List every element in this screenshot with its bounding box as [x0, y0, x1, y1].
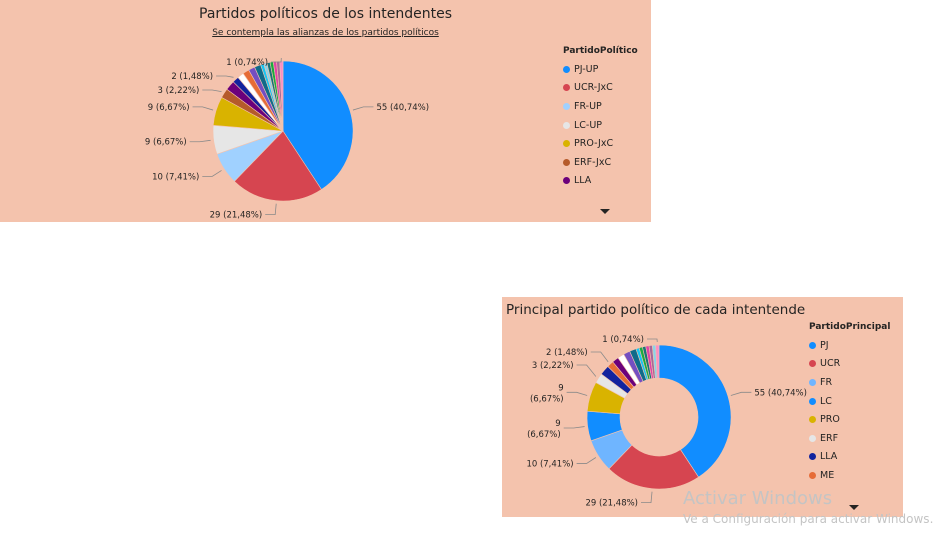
legend-title: PartidoPrincipal	[809, 322, 891, 332]
slice-ucr-jxc[interactable]	[233, 130, 322, 202]
legend-marker-icon	[563, 177, 570, 185]
legend: PartidoPrincipal PJ UCR FR LC PRO ERF LLA ME	[809, 322, 890, 485]
legend: PartidoPolítico PJ-UP UCR-JxC FR-UP LC-UP PR…	[563, 46, 638, 190]
legend-marker-icon	[809, 434, 816, 442]
legend-label: PRO	[820, 414, 840, 426]
data-label: 55 (40,74%)	[376, 103, 429, 113]
legend-marker-icon	[809, 416, 816, 424]
legend-item[interactable]: ERF	[809, 429, 890, 448]
legend-item[interactable]: LLA	[563, 172, 638, 191]
data-label: 1 (0,74%)	[226, 58, 268, 68]
legend-marker-icon	[563, 102, 570, 110]
pie-chart-visual[interactable]: Partidos políticos de los intendentes Se…	[0, 0, 651, 222]
leader-line	[563, 426, 585, 429]
legend-scroll-down-icon[interactable]	[849, 505, 859, 510]
legend-item[interactable]: PJ-UP	[563, 60, 638, 79]
legend-marker-icon	[563, 84, 570, 92]
legend-label: LLA	[820, 451, 838, 463]
data-label: 55 (40,74%)	[754, 388, 807, 398]
legend-item[interactable]: PJ	[809, 336, 890, 355]
data-label: 9 (6,67%)	[527, 419, 561, 440]
legend-item[interactable]: ERF-JxC	[563, 153, 638, 172]
data-label: 1 (0,74%)	[602, 335, 644, 345]
data-label: 9 (6,67%)	[148, 103, 190, 113]
legend-label: LLA	[574, 175, 592, 187]
watermark-title: Activar Windows	[683, 488, 833, 509]
legend-marker-icon	[563, 140, 570, 148]
data-label: 10 (7,41%)	[152, 172, 199, 182]
data-label: 10 (7,41%)	[526, 459, 573, 469]
legend-label: PRO-JxC	[574, 138, 614, 150]
data-label: 9 (6,67%)	[530, 383, 564, 404]
legend-label: ME	[820, 469, 835, 481]
legend-item[interactable]: LLA	[809, 448, 890, 467]
chart-title: Partidos políticos de los intendentes	[199, 6, 452, 22]
data-label: 2 (1,48%)	[171, 72, 213, 82]
legend-scroll-down-icon[interactable]	[600, 209, 610, 214]
legend-item[interactable]: LC-UP	[563, 116, 638, 135]
chart-subtitle: Se contempla las alianzas de los partido…	[212, 28, 439, 38]
legend-marker-icon	[809, 360, 816, 368]
legend-label: LC	[820, 395, 832, 407]
legend-label: LC-UP	[574, 119, 603, 131]
legend-item[interactable]: FR	[809, 373, 890, 392]
legend-marker-icon	[563, 158, 570, 166]
leader-line	[576, 457, 597, 464]
legend-item[interactable]: FR-UP	[563, 97, 638, 116]
legend-item[interactable]: UCR	[809, 355, 890, 374]
slice-pj[interactable]	[658, 344, 732, 478]
legend-item[interactable]: UCR-JxC	[563, 79, 638, 98]
activation-watermark: Activar Windows Ve a Configuración para …	[683, 488, 933, 526]
legend-item[interactable]: LC	[809, 392, 890, 411]
legend-marker-icon	[809, 471, 816, 479]
legend-item[interactable]: PRO-JxC	[563, 134, 638, 153]
legend-label: UCR-JxC	[574, 82, 613, 94]
watermark-subtitle: Ve a Configuración para activar Windows.	[683, 512, 934, 526]
leader-line	[189, 139, 211, 143]
leader-line	[566, 391, 588, 396]
leader-line	[202, 170, 222, 177]
data-label: 29 (21,48%)	[585, 499, 638, 509]
legend-label: UCR	[820, 358, 841, 370]
slice-other-18[interactable]	[655, 344, 660, 379]
leader-line	[730, 391, 752, 396]
leader-line	[265, 203, 277, 216]
legend-label: FR-UP	[574, 100, 602, 112]
data-label: 9 (6,67%)	[145, 138, 187, 148]
data-label: 3 (2,22%)	[158, 86, 200, 96]
leader-line	[271, 57, 282, 63]
leader-line	[202, 89, 222, 92]
legend-label: PJ	[820, 339, 829, 351]
donut-chart: 55 (40,74%) 29 (21,48%) 10 (7,41%) 9 (6,67%)…	[526, 335, 807, 509]
legend-label: FR	[820, 376, 833, 388]
leader-line	[352, 106, 374, 111]
pie-chart: 55 (40,74%) 29 (21,48%) 10 (7,41%) 9 (6,67%…	[145, 57, 429, 221]
leader-line	[216, 75, 234, 78]
legend-title: PartidoPolítico	[563, 46, 638, 56]
legend-item[interactable]: ME	[809, 466, 890, 485]
leader-line	[576, 364, 597, 377]
chart-title: Principal partido político de cada inten…	[506, 302, 806, 318]
legend-marker-icon	[809, 378, 816, 386]
legend-marker-icon	[563, 121, 570, 129]
legend-item[interactable]: PRO	[809, 410, 890, 429]
data-label: 3 (2,22%)	[532, 361, 574, 371]
legend-marker-icon	[809, 397, 816, 405]
legend-marker-icon	[563, 65, 570, 73]
donut-chart-visual[interactable]: Principal partido político de cada inten…	[502, 297, 903, 517]
legend-label: ERF-JxC	[574, 156, 612, 168]
leader-line	[192, 106, 214, 111]
leader-line	[641, 491, 653, 504]
leader-line	[590, 351, 609, 363]
data-label: 2 (1,48%)	[546, 348, 588, 358]
legend-label: PJ-UP	[574, 63, 599, 75]
legend-marker-icon	[809, 341, 816, 349]
data-label: 29 (21,48%)	[210, 211, 263, 221]
legend-marker-icon	[809, 453, 816, 461]
leader-line	[646, 338, 658, 343]
legend-label: ERF	[820, 432, 839, 444]
